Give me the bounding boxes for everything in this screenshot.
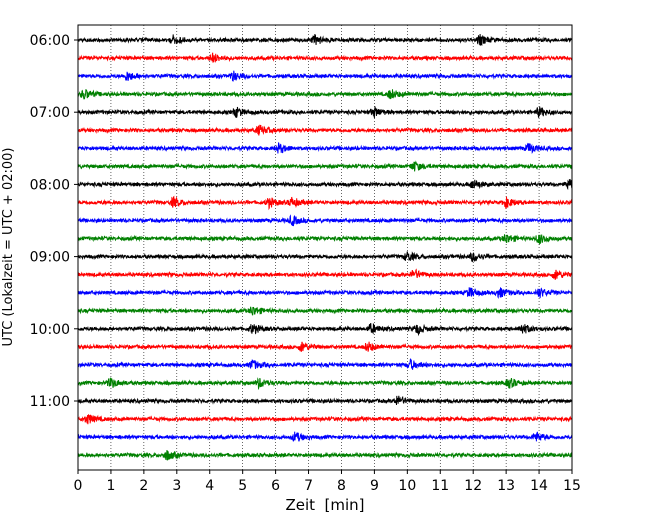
trace-0600	[77, 33, 573, 46]
trace-1045	[77, 377, 573, 391]
vertical-grid	[110, 25, 540, 470]
x-axis: 0 1 2 3 4 5 6 7 8 9 10 11 12 13 14 15	[74, 470, 581, 494]
y-tick-label: 06:00	[30, 33, 70, 49]
trace-0915	[77, 268, 573, 280]
x-tick-label: 6	[271, 478, 280, 494]
y-tick-label: 11:00	[30, 394, 70, 410]
x-tick-label: 2	[139, 478, 148, 494]
x-tick-label: 9	[370, 478, 379, 494]
y-axis: 06:00 07:00 08:00 09:00 10:00 11:00	[30, 33, 78, 410]
y-tick-label: 10:00	[30, 322, 70, 338]
trace-1000	[77, 322, 573, 337]
trace-1145	[77, 450, 573, 461]
trace-1130	[77, 431, 573, 442]
x-tick-label: 1	[106, 478, 115, 494]
trace-0900	[77, 251, 573, 262]
x-tick-label: 3	[172, 478, 181, 494]
x-tick-label: 10	[398, 478, 416, 494]
x-tick-label: 8	[337, 478, 346, 494]
x-tick-label: 13	[497, 478, 515, 494]
trace-0945	[77, 306, 573, 316]
trace-0815	[77, 195, 573, 211]
x-tick-label: 11	[431, 478, 449, 494]
trace-1115	[77, 414, 573, 425]
x-tick-label: 5	[238, 478, 247, 494]
trace-0645	[77, 89, 573, 100]
trace-0845	[77, 234, 573, 246]
trace-0715	[77, 124, 573, 136]
trace-1015	[77, 341, 573, 352]
plot-frame	[77, 24, 573, 471]
x-tick-label: 12	[464, 478, 482, 494]
y-tick-label: 08:00	[30, 177, 70, 193]
helicorder-traces	[77, 33, 573, 461]
y-tick-label: 09:00	[30, 250, 70, 266]
x-axis-title: Zeit [min]	[285, 496, 364, 514]
y-axis-title: UTC (Lokalzeit = UTC + 02:00)	[1, 148, 16, 347]
x-tick-label: 0	[74, 478, 83, 494]
trace-0730	[77, 142, 573, 155]
x-tick-label: 14	[530, 478, 548, 494]
trace-0630	[77, 70, 573, 82]
y-tick-label: 07:00	[30, 105, 70, 121]
trace-1030	[77, 358, 573, 370]
trace-0830	[77, 214, 573, 227]
trace-0800	[77, 178, 573, 191]
trace-0700	[77, 106, 573, 119]
trace-0615	[77, 52, 573, 63]
x-tick-label: 15	[563, 478, 581, 494]
x-tick-label: 7	[304, 478, 313, 494]
trace-1100	[77, 395, 573, 406]
x-tick-label: 4	[205, 478, 214, 494]
trace-0745	[77, 160, 573, 172]
trace-0930	[77, 287, 573, 299]
